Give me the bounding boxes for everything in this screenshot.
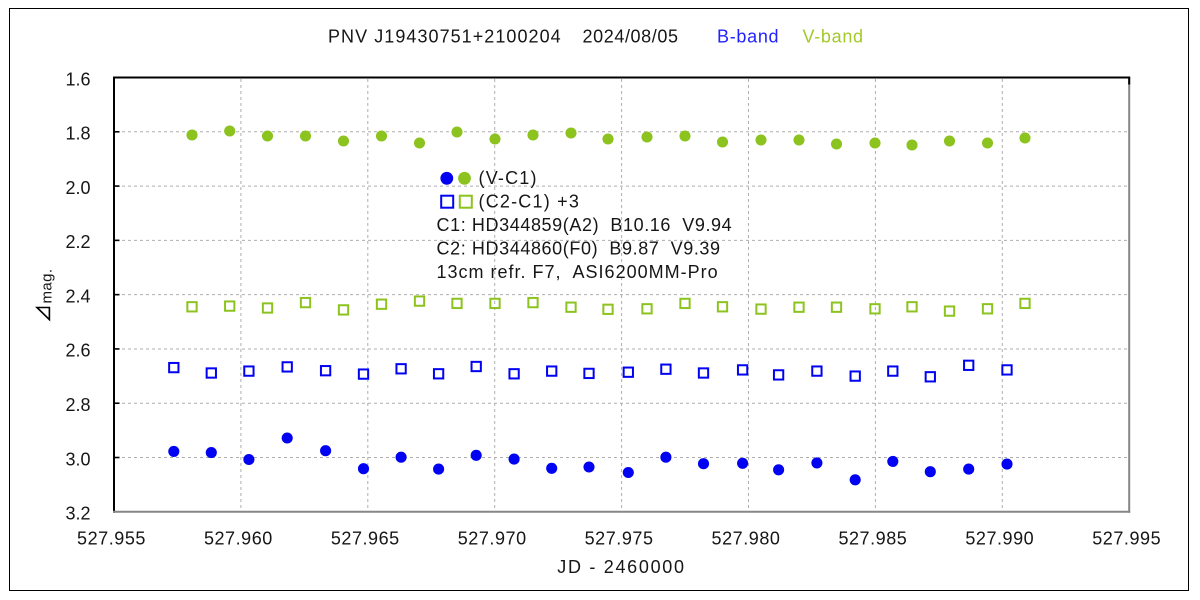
svg-text:2.8: 2.8: [65, 395, 90, 415]
svg-text:527.965: 527.965: [331, 528, 400, 548]
svg-text:2.0: 2.0: [65, 178, 90, 198]
svg-text:2.2: 2.2: [65, 232, 90, 252]
svg-text:mag.: mag.: [39, 269, 56, 304]
svg-text:1.8: 1.8: [65, 124, 90, 144]
svg-text:C1: HD344859(A2) B10.16 V9.9: C1: HD344859(A2) B10.16 V9.94: [437, 215, 733, 235]
svg-text:V-band: V-band: [803, 26, 864, 46]
svg-text:527.955: 527.955: [77, 528, 146, 548]
svg-text:2024/08/05: 2024/08/05: [583, 26, 679, 46]
svg-text:3.2: 3.2: [65, 504, 90, 524]
svg-text:(V-C1): (V-C1): [479, 168, 538, 188]
svg-text:527.975: 527.975: [585, 528, 654, 548]
svg-text:1.6: 1.6: [65, 69, 90, 89]
svg-text:(C2-C1) +3: (C2-C1) +3: [479, 191, 581, 211]
svg-text:13cm refr. F7, ASI6200MM-Pro: 13cm refr. F7, ASI6200MM-Pro: [437, 262, 719, 282]
svg-text:PNV J19430751+2100204: PNV J19430751+2100204: [328, 26, 562, 46]
svg-text:C2: HD344860(F0) B9.87 V9.39: C2: HD344860(F0) B9.87 V9.39: [437, 239, 721, 259]
svg-text:527.970: 527.970: [458, 528, 527, 548]
svg-text:527.980: 527.980: [712, 528, 781, 548]
svg-text:527.960: 527.960: [204, 528, 273, 548]
svg-text:2.6: 2.6: [65, 341, 90, 361]
svg-text:JD - 2460000: JD - 2460000: [557, 557, 685, 577]
svg-text:3.0: 3.0: [65, 449, 90, 469]
svg-text:527.990: 527.990: [965, 528, 1034, 548]
svg-text:527.995: 527.995: [1092, 528, 1161, 548]
svg-text:527.985: 527.985: [838, 528, 907, 548]
svg-text:B-band: B-band: [717, 26, 779, 46]
svg-text:2.4: 2.4: [65, 286, 90, 306]
